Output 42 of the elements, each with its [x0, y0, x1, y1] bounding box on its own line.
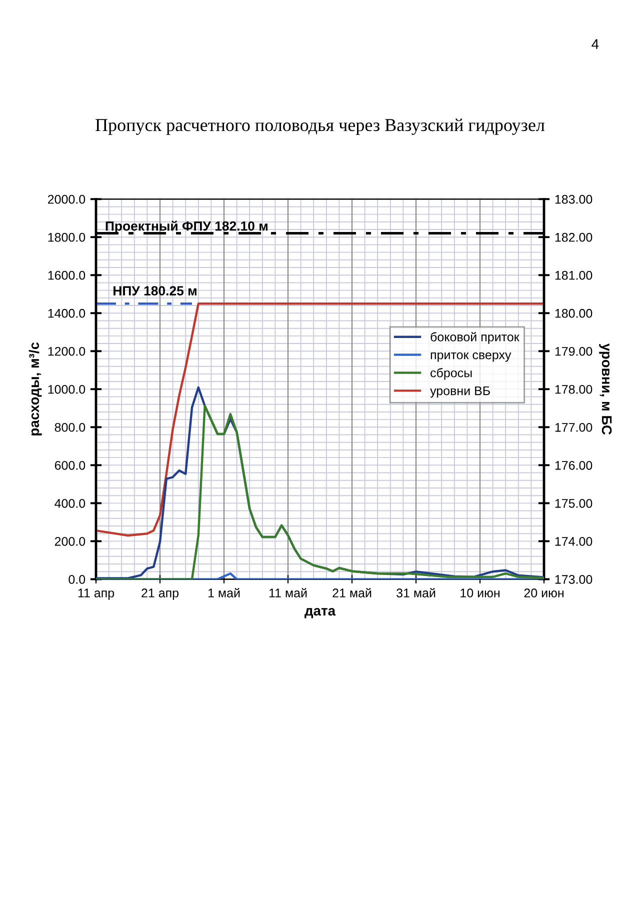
- x-tick-label: 11 апр: [78, 588, 114, 600]
- y-tick-label: 800.0: [54, 422, 86, 432]
- annotation: НПУ 180.25 м: [114, 286, 196, 296]
- y2-tick-label: 183.00: [555, 194, 592, 204]
- y-axis-title: расходы, м³/с: [28, 342, 42, 436]
- legend-label: уровни ВБ: [430, 386, 490, 398]
- chart-title: Пропуск расчетного половодья через Вазузский гидроузел: [96, 118, 545, 135]
- y2-tick-label: 176.00: [555, 460, 592, 470]
- y-tick-label: 0.0: [68, 575, 86, 584]
- y2-tick-label: 181.00: [555, 270, 592, 280]
- y2-tick-label: 174.00: [555, 536, 592, 546]
- x-tick-label: 1 май: [208, 588, 240, 598]
- y-tick-label: 400.0: [54, 498, 86, 508]
- x-tick-label: 31 май: [396, 588, 436, 598]
- x-axis-title: дата: [304, 608, 336, 618]
- x-tick-label: 11 май: [269, 588, 307, 598]
- x-tick-label: 20 июн: [524, 588, 564, 598]
- y2-tick-label: 180.00: [555, 308, 592, 318]
- y2-tick-label: 177.00: [555, 422, 592, 432]
- legend-label: сбросы: [430, 368, 472, 380]
- x-tick-label: 21 апр: [142, 588, 178, 600]
- y-tick-label: 1000.0: [48, 384, 86, 394]
- y2-tick-label: 179.00: [555, 346, 592, 356]
- y-tick-label: 1200.0: [48, 346, 86, 356]
- line-series: [96, 302, 544, 537]
- x-tick-label: 21 май: [332, 588, 372, 598]
- y-tick-label: 2000.0: [48, 194, 86, 204]
- y-tick-label: 1400.0: [48, 308, 86, 318]
- x-tick-label: 10 июн: [460, 588, 500, 598]
- y2-tick-label: 173.00: [555, 575, 592, 584]
- y-tick-label: 1600.0: [48, 270, 86, 280]
- y-tick-label: 1800.0: [48, 232, 86, 242]
- y2-tick-label: 182.00: [555, 232, 592, 242]
- y2-tick-label: 175.00: [555, 498, 592, 508]
- y-tick-label: 600.0: [54, 460, 86, 470]
- y-tick-label: 200.0: [54, 536, 86, 546]
- ref-line-label: Проектный ФПУ 182.10 м: [106, 220, 268, 234]
- y2-axis-title: уровни, м БС: [599, 343, 612, 435]
- y2-tick-label: 178.00: [555, 384, 592, 394]
- legend-label: боковой приток: [430, 332, 520, 344]
- legend-label: приток сверху: [430, 352, 512, 362]
- text: 4: [592, 39, 599, 49]
